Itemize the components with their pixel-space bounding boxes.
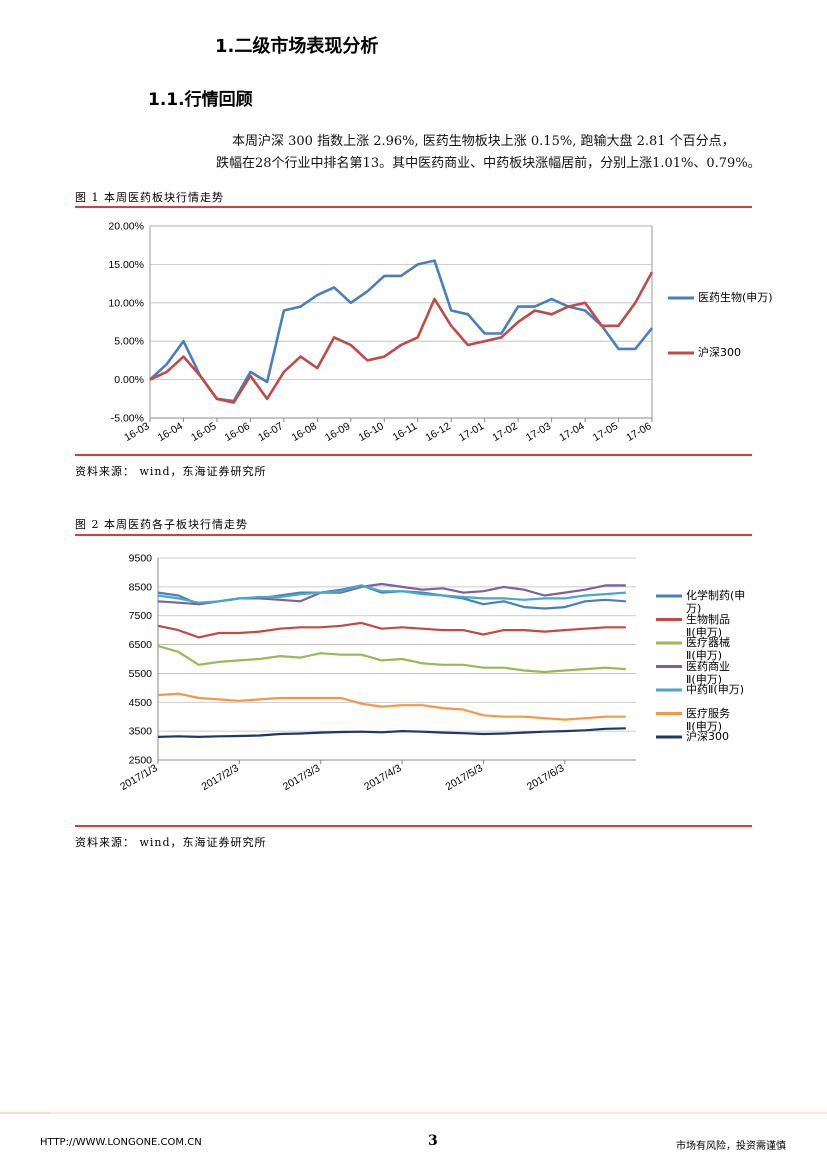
paragraph-line: 本周沪深 300 指数上涨 2.96%, 医药生物板块上涨 0.15%, 跑输大… [232,134,735,149]
legend-label: 医疗器械Ⅱ(申万) [686,636,730,662]
figure-source: 资料来源： wind，东海证券研究所 [75,836,267,849]
x-tick-label: 16-12 [423,420,452,444]
series-line [149,259,654,403]
x-tick-label: 16-11 [391,420,420,444]
x-tick-label: 17-01 [457,420,486,444]
page-number: 3 [428,1133,438,1149]
x-tick-label: 17-03 [524,420,553,444]
footer-url: HTTP://WWW.LONGONE.COM.CN [40,1137,202,1148]
y-tick-label: 5500 [129,668,153,680]
x-tick-label: 2017/1/3 [118,762,160,793]
y-tick-label: -5.00% [111,413,144,425]
x-tick-label: 16-08 [290,420,319,444]
y-tick-label: 10.00% [108,297,144,309]
series-line [157,727,626,738]
section-title: 1.二级市场表现分析 [215,36,379,57]
figure-source: 资料来源： wind，东海证券研究所 [75,465,267,478]
x-tick-label: 2017/6/3 [525,762,567,793]
series-line [149,271,654,404]
x-tick-label: 16-04 [156,420,185,444]
y-tick-label: 15.00% [108,259,144,271]
series-line [157,584,626,604]
y-tick-label: 4500 [129,697,153,709]
x-tick-label: 2017/3/3 [281,762,323,793]
y-tick-label: 9500 [129,553,153,565]
x-tick-label: 17-02 [490,420,519,444]
series-line [157,584,626,610]
footer-disclaimer: 市场有风险，投资需谨慎 [676,1141,786,1152]
legend-label: 沪深300 [698,346,741,359]
y-tick-label: 6500 [129,639,153,651]
x-tick-label: 16-05 [189,420,218,444]
x-tick-label: 16-10 [357,420,386,444]
y-tick-label: 5.00% [114,336,144,348]
legend-label: 医药商业Ⅱ(申万) [686,659,730,686]
y-tick-label: 7500 [129,610,153,622]
plot-frame [149,225,653,419]
x-tick-label: 2017/4/3 [362,762,404,793]
series-line [157,644,626,674]
x-tick-label: 16-09 [323,420,352,444]
y-tick-label: 2500 [129,755,153,767]
y-tick-label: 0.00% [114,374,144,386]
x-tick-label: 17-06 [624,420,653,444]
legend-label: 生物制品Ⅱ(申万) [686,612,730,639]
x-tick-label: 17-05 [591,420,620,444]
series-line [157,692,626,721]
legend-label: 医疗服务Ⅱ(申万) [686,706,730,733]
x-tick-label: 16-07 [256,420,285,444]
figure-caption: 图 2 本周医药各子板块行情走势 [75,518,248,531]
legend-label: 化学制药(申万) [686,589,746,615]
legend-label: 医药生物(申万) [698,291,773,304]
figure-caption: 图 1 本周医药板块行情走势 [75,191,224,204]
y-tick-label: 3500 [129,726,153,738]
subsection-title: 1.1.行情回顾 [148,90,253,110]
series-line [157,621,626,639]
y-tick-label: 8500 [129,581,153,593]
x-tick-label: 17-04 [557,420,586,444]
legend-label: 沪深300 [686,730,729,743]
paragraph-line: 跌幅在28个行业中排名第13。其中医药商业、中药板块涨幅居前，分别上涨1.01%… [216,156,761,171]
y-tick-label: 20.00% [108,221,144,233]
x-tick-label: 2017/2/3 [199,762,241,793]
x-tick-label: 2017/5/3 [444,762,486,793]
legend-label: 中药Ⅱ(申万) [686,683,744,696]
x-tick-label: 16-06 [223,420,252,444]
